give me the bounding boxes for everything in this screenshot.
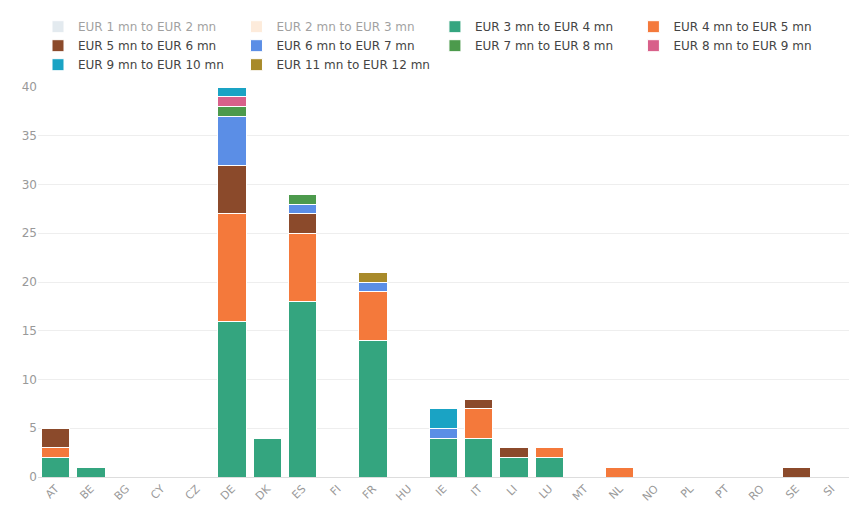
svg-text:LU: LU [536, 483, 555, 502]
svg-text:FR: FR [360, 482, 379, 501]
svg-text:EUR 3 mn to EUR 4 mn: EUR 3 mn to EUR 4 mn [475, 20, 613, 34]
svg-text:PL: PL [678, 482, 697, 501]
svg-text:EUR 8 mn to EUR 9 mn: EUR 8 mn to EUR 9 mn [673, 39, 811, 53]
svg-text:35: 35 [22, 129, 37, 143]
svg-text:SI: SI [821, 483, 837, 499]
svg-text:20: 20 [22, 275, 37, 289]
svg-text:0: 0 [29, 470, 37, 484]
svg-text:40: 40 [22, 80, 37, 94]
svg-text:EUR 2 mn to EUR 3 mn: EUR 2 mn to EUR 3 mn [276, 20, 414, 34]
svg-text:DK: DK [253, 482, 274, 503]
svg-text:25: 25 [22, 226, 37, 240]
svg-text:PT: PT [713, 482, 732, 501]
svg-text:IT: IT [469, 482, 485, 498]
svg-text:RO: RO [746, 482, 767, 503]
svg-text:NO: NO [640, 482, 661, 503]
svg-text:EUR 9 mn to EUR 10 mn: EUR 9 mn to EUR 10 mn [78, 58, 224, 72]
svg-text:EUR 11 mn to EUR 12 mn: EUR 11 mn to EUR 12 mn [276, 58, 429, 72]
svg-text:EUR 4 mn to EUR 5 mn: EUR 4 mn to EUR 5 mn [673, 20, 811, 34]
svg-text:CZ: CZ [183, 482, 203, 502]
svg-text:LI: LI [504, 483, 520, 499]
svg-text:BG: BG [112, 483, 132, 503]
svg-text:DE: DE [218, 482, 238, 502]
svg-text:AT: AT [43, 482, 62, 501]
svg-text:10: 10 [22, 373, 37, 387]
svg-text:30: 30 [22, 178, 37, 192]
svg-text:NL: NL [606, 482, 626, 502]
svg-text:IE: IE [433, 482, 449, 498]
svg-text:HU: HU [394, 483, 415, 504]
svg-text:5: 5 [29, 421, 37, 435]
svg-text:SE: SE [783, 482, 802, 501]
svg-text:EUR 5 mn to EUR 6 mn: EUR 5 mn to EUR 6 mn [78, 39, 216, 53]
svg-text:15: 15 [22, 324, 37, 338]
svg-text:EUR 7 mn to EUR 8 mn: EUR 7 mn to EUR 8 mn [475, 39, 613, 53]
svg-text:BE: BE [77, 482, 96, 501]
svg-text:EUR 1 mn to EUR 2 mn: EUR 1 mn to EUR 2 mn [78, 20, 216, 34]
svg-text:MT: MT [570, 482, 591, 503]
svg-text:ES: ES [289, 483, 308, 502]
svg-text:FI: FI [328, 483, 344, 499]
svg-text:EUR 6 mn to EUR 7 mn: EUR 6 mn to EUR 7 mn [276, 39, 414, 53]
svg-text:CY: CY [148, 482, 167, 501]
